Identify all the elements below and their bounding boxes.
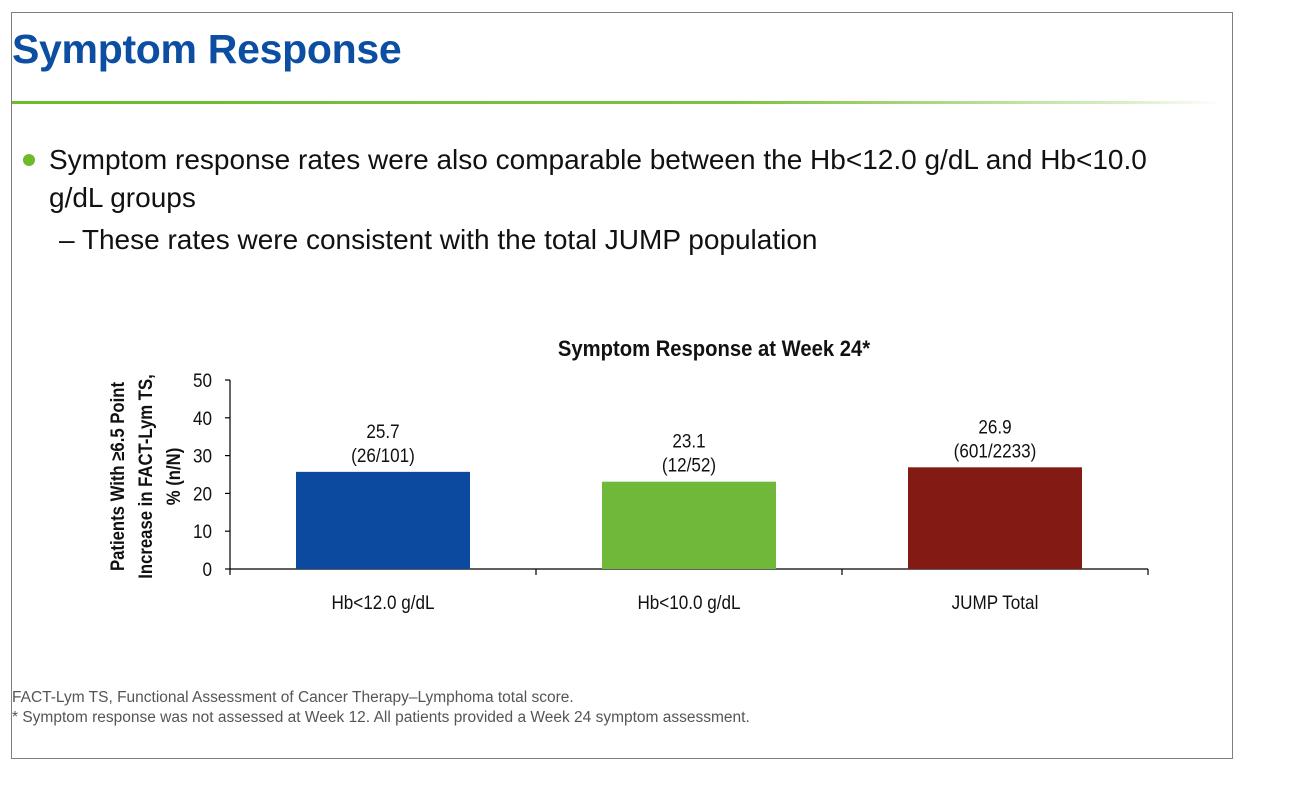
y-axis-label-line: Increase in FACT-Lym TS,	[135, 374, 156, 578]
slide-title: Symptom Response	[12, 26, 402, 72]
y-tick-label: 0	[202, 559, 212, 580]
bullet-main-text: Symptom response rates were also compara…	[49, 144, 1147, 213]
bullet-main: Symptom response rates were also compara…	[23, 141, 1173, 217]
y-axis-label-line: % (n/N)	[163, 448, 184, 506]
footnotes: FACT-Lym TS, Functional Assessment of Ca…	[12, 688, 750, 728]
bullet-sub: – These rates were consistent with the t…	[59, 224, 818, 255]
bar-count-label: (601/2233)	[954, 440, 1037, 461]
bar-value-label: 23.1	[672, 431, 705, 452]
bar	[908, 467, 1082, 569]
footnote-abbreviation: FACT-Lym TS, Functional Assessment of Ca…	[12, 689, 574, 706]
y-tick-label: 20	[193, 484, 212, 505]
bullet-dot-icon	[23, 154, 35, 166]
bar-value-label: 26.9	[978, 416, 1011, 437]
y-axis-label: Patients With ≥6.5 Point Increase in FACT…	[107, 374, 184, 578]
y-tick-label: 40	[193, 408, 212, 429]
bar-value-label: 25.7	[366, 421, 399, 442]
x-category-label: Hb<10.0 g/dL	[637, 592, 740, 613]
bar-series	[296, 467, 1082, 569]
bar	[602, 481, 776, 569]
bar	[296, 471, 470, 569]
y-axis-label-line: Patients With ≥6.5 Point	[107, 382, 128, 571]
bar-count-label: (12/52)	[662, 455, 716, 476]
x-category-label: Hb<12.0 g/dL	[331, 592, 434, 613]
y-tick-label: 30	[193, 446, 212, 467]
y-tick-label: 50	[193, 370, 212, 391]
bar-count-label: (26/101)	[351, 445, 415, 466]
data-labels: 25.7 (26/101) 23.1 (12/52) 26.9 (601/2233)	[351, 416, 1036, 475]
y-tick-label: 10	[193, 521, 212, 542]
footnote-asterisk: * Symptom response was not assessed at W…	[12, 709, 750, 726]
slide	[11, 12, 1233, 759]
title-divider	[12, 101, 1222, 104]
chart-title: Symptom Response at Week 24*	[558, 337, 871, 361]
x-category-label: JUMP Total	[952, 592, 1039, 613]
